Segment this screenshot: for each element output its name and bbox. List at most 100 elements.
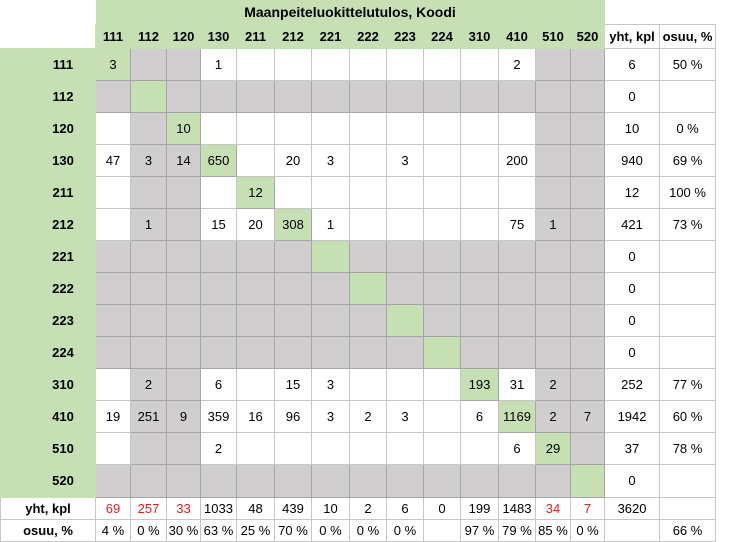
matrix-cell [200, 111, 237, 145]
column-header: 223 [386, 23, 424, 49]
column-header: 130 [200, 23, 237, 49]
matrix-cell: 1 [130, 207, 167, 241]
column-total: 6 [386, 496, 424, 520]
diagonal-cell [349, 271, 387, 305]
matrix-cell: 2 [535, 399, 571, 433]
row-header: 310 [30, 367, 96, 401]
matrix-cell [423, 47, 461, 81]
matrix-cell [200, 303, 237, 337]
matrix-cell [311, 463, 350, 498]
matrix-cell [386, 335, 424, 369]
matrix-cell [274, 239, 312, 273]
matrix-cell [236, 367, 275, 401]
row-accuracy: 0 % [659, 111, 717, 145]
matrix-cell [569, 431, 606, 465]
matrix-cell [498, 239, 536, 273]
matrix-cell: 47 [95, 143, 131, 177]
matrix-cell [535, 79, 571, 113]
sum-header: yht, kpl [604, 23, 661, 49]
matrix-cell [236, 239, 275, 273]
row-total: 37 [604, 431, 661, 465]
row-accuracy: 73 % [659, 207, 717, 241]
column-header: 222 [349, 23, 387, 49]
matrix-cell [349, 207, 387, 241]
row-accuracy: 69 % [659, 143, 717, 177]
blank-total-accuracy [659, 496, 717, 520]
matrix-cell: 31 [498, 367, 536, 401]
matrix-cell [130, 47, 167, 81]
matrix-cell: 3 [311, 399, 350, 433]
diagonal-cell: 308 [274, 207, 312, 241]
matrix-cell: 1 [311, 207, 350, 241]
column-header: 224 [423, 23, 461, 49]
matrix-cell [349, 335, 387, 369]
matrix-cell [236, 303, 275, 337]
matrix-cell [423, 79, 461, 113]
row-total: 12 [604, 175, 661, 209]
matrix-cell [95, 431, 131, 465]
matrix-cell [569, 79, 606, 113]
blank-accuracy-total [604, 518, 661, 542]
matrix-cell: 2 [130, 367, 167, 401]
matrix-cell: 19 [95, 399, 131, 433]
matrix-cell [349, 111, 387, 145]
matrix-cell [130, 175, 167, 209]
matrix-cell [311, 303, 350, 337]
matrix-cell [349, 143, 387, 177]
matrix-cell [569, 271, 606, 305]
row-header: 211 [30, 175, 96, 209]
column-total: 48 [236, 496, 275, 520]
matrix-cell [274, 175, 312, 209]
matrix-cell: 14 [166, 143, 201, 177]
matrix-cell: 2 [349, 399, 387, 433]
accuracy-header: osuu, % [659, 23, 717, 49]
matrix-cell [460, 79, 499, 113]
row-accuracy [659, 239, 717, 273]
matrix-cell [535, 271, 571, 305]
row-header: 130 [30, 143, 96, 177]
row-accuracy [659, 463, 717, 498]
matrix-cell [130, 431, 167, 465]
matrix-cell [130, 111, 167, 145]
matrix-cell [386, 47, 424, 81]
matrix-cell [423, 303, 461, 337]
row-header: 410 [30, 399, 96, 433]
column-header: 410 [498, 23, 536, 49]
row-header: 120 [30, 111, 96, 145]
row-total: 6 [604, 47, 661, 81]
column-accuracy: 79 % [498, 518, 536, 542]
row-header: 222 [30, 271, 96, 305]
row-accuracy: 78 % [659, 431, 717, 465]
matrix-cell: 7 [569, 399, 606, 433]
matrix-cell [498, 271, 536, 305]
matrix-cell [386, 79, 424, 113]
matrix-cell [166, 463, 201, 498]
matrix-cell [130, 335, 167, 369]
matrix-cell: 20 [274, 143, 312, 177]
matrix-cell [274, 303, 312, 337]
diagonal-cell [311, 239, 350, 273]
column-total: 1483 [498, 496, 536, 520]
matrix-cell [460, 47, 499, 81]
diagonal-cell: 650 [200, 143, 237, 177]
matrix-cell: 20 [236, 207, 275, 241]
matrix-cell [166, 335, 201, 369]
matrix-cell [569, 111, 606, 145]
matrix-cell [460, 271, 499, 305]
diagonal-cell: 29 [535, 431, 571, 465]
matrix-cell [569, 143, 606, 177]
row-total: 1942 [604, 399, 661, 433]
row-header: 221 [30, 239, 96, 273]
matrix-cell [569, 335, 606, 369]
row-total: 10 [604, 111, 661, 145]
matrix-cell: 3 [130, 143, 167, 177]
column-accuracy: 30 % [166, 518, 201, 542]
matrix-cell [130, 463, 167, 498]
column-total: 0 [423, 496, 461, 520]
matrix-cell [349, 47, 387, 81]
matrix-cell [460, 207, 499, 241]
matrix-cell: 1 [535, 207, 571, 241]
row-accuracy [659, 271, 717, 305]
matrix-cell [535, 239, 571, 273]
matrix-cell [460, 143, 499, 177]
